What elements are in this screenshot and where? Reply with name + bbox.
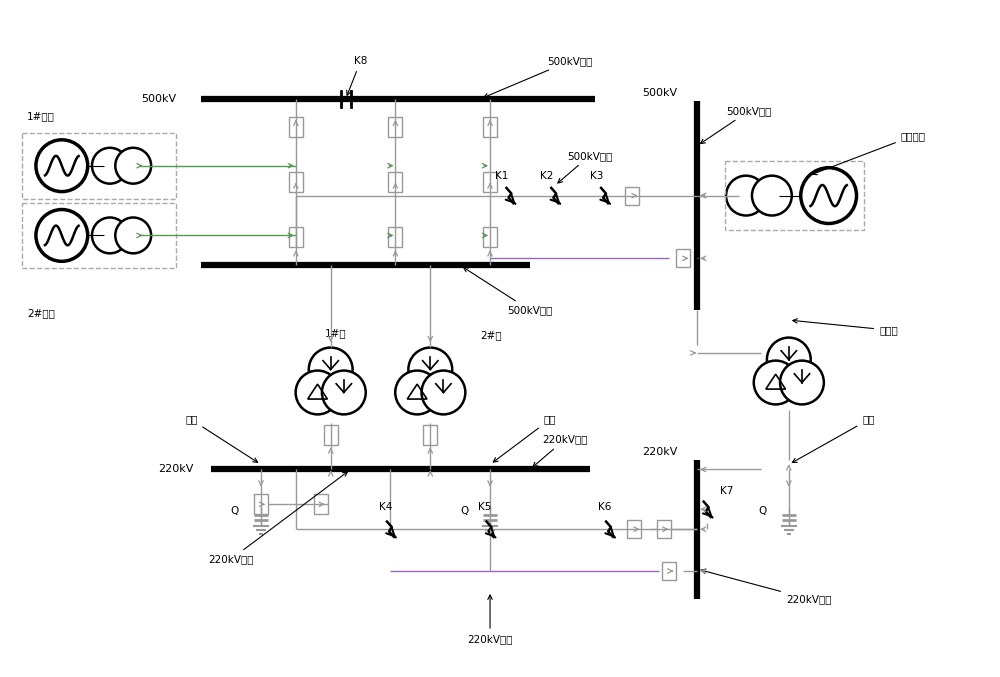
Bar [22,133,176,198]
Text: Q: Q [759,506,767,517]
Text: 220kV线路: 220kV线路 [467,595,513,644]
Circle shape [754,361,798,404]
Circle shape [408,347,452,391]
Text: Q: Q [460,506,468,517]
Text: 500kV母线: 500kV母线 [464,267,553,315]
Circle shape [422,370,465,414]
Bar [289,117,303,137]
Bar [483,117,497,137]
Bar [662,562,676,580]
Bar [625,187,639,204]
Text: K1: K1 [495,171,509,181]
Text: 2#变: 2#变 [480,330,502,340]
Text: K8: K8 [347,56,367,95]
Circle shape [92,148,128,183]
Text: K2: K2 [540,171,553,181]
Bar [388,227,402,247]
Text: 1#变: 1#变 [325,328,346,338]
Bar [676,249,690,267]
Text: K7: K7 [720,486,734,496]
Bar [483,172,497,192]
Circle shape [115,217,151,253]
Text: K6: K6 [598,502,611,512]
Text: 500kV: 500kV [141,94,176,104]
Text: 500kV母线: 500kV母线 [701,106,772,144]
Text: K3: K3 [590,171,603,181]
Bar [423,424,437,445]
Text: 联络变: 联络变 [793,319,898,335]
Bar [627,520,641,538]
Text: 负荷: 负荷 [493,415,556,462]
Circle shape [780,361,824,404]
Text: 220kV母线: 220kV母线 [208,472,347,564]
Bar [725,160,864,230]
Bar [22,202,176,268]
Bar [324,424,338,445]
Text: 负荷: 负荷 [185,415,258,462]
Circle shape [726,175,766,215]
Bar [483,227,497,247]
Text: 等值系统: 等值系统 [812,131,926,175]
Text: K4: K4 [379,502,392,512]
Text: 500kV线路: 500kV线路 [558,151,612,183]
Bar [388,172,402,192]
Text: 220kV母线: 220kV母线 [701,569,831,604]
Text: 负荷: 负荷 [792,415,875,462]
Text: 220kV: 220kV [642,447,677,456]
Text: 220kV: 220kV [158,464,193,475]
Bar [657,520,671,538]
Bar [314,494,328,515]
Circle shape [309,347,353,391]
Text: 1#机组: 1#机组 [27,111,55,121]
Circle shape [92,217,128,253]
Text: 2#机组: 2#机组 [27,308,55,318]
Bar [289,172,303,192]
Circle shape [296,370,339,414]
Text: K5: K5 [478,502,492,512]
Text: 500kV: 500kV [642,88,677,98]
Circle shape [752,175,792,215]
Circle shape [322,370,366,414]
Circle shape [115,148,151,183]
Bar [289,227,303,247]
Circle shape [395,370,439,414]
Circle shape [767,338,811,381]
Bar [254,494,268,515]
Text: Q: Q [231,506,239,517]
Text: 500kV母线: 500kV母线 [484,56,592,97]
Bar [388,117,402,137]
Text: 220kV母线: 220kV母线 [533,435,587,467]
